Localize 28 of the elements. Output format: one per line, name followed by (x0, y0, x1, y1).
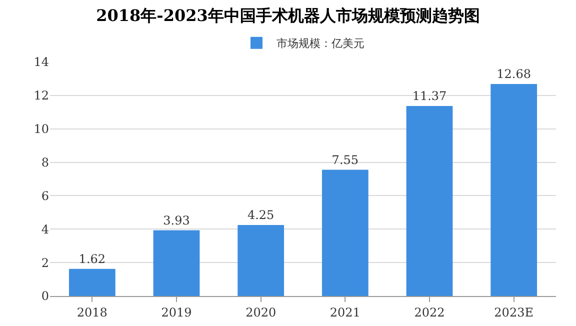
y-tick-label: 8 (41, 155, 49, 170)
x-tick-label: 2022 (414, 305, 445, 320)
bar (238, 224, 284, 296)
x-tick-label: 2018 (76, 305, 108, 320)
x-tick-label: 2019 (161, 305, 192, 320)
bar (406, 106, 453, 296)
data-label: 1.62 (78, 252, 106, 266)
bar (322, 170, 368, 296)
bar (68, 268, 116, 296)
y-tick-label: 0 (41, 289, 49, 304)
y-tick-label: 14 (34, 55, 50, 70)
y-tick-label: 2 (41, 256, 49, 270)
data-label: 4.25 (247, 208, 274, 222)
x-tick-label: 2023E (494, 305, 534, 320)
y-tick-label: 10 (34, 122, 49, 136)
bar (490, 84, 538, 296)
legend-label: 市场规模：亿美元 (276, 37, 364, 50)
chart-title: 2018年-2023年中国手术机器人市场规模预测趋势图 (96, 6, 480, 25)
y-tick-label: 6 (41, 188, 49, 203)
y-tick-label: 12 (34, 88, 49, 103)
data-label: 12.68 (496, 67, 532, 82)
x-tick-label: 2021 (330, 305, 360, 320)
bar (153, 230, 200, 296)
data-label: 3.93 (163, 213, 190, 228)
data-label: 7.55 (332, 152, 359, 167)
data-label: 11.37 (412, 88, 447, 103)
y-tick-label: 4 (41, 222, 50, 236)
x-tick-label: 2020 (246, 305, 276, 320)
